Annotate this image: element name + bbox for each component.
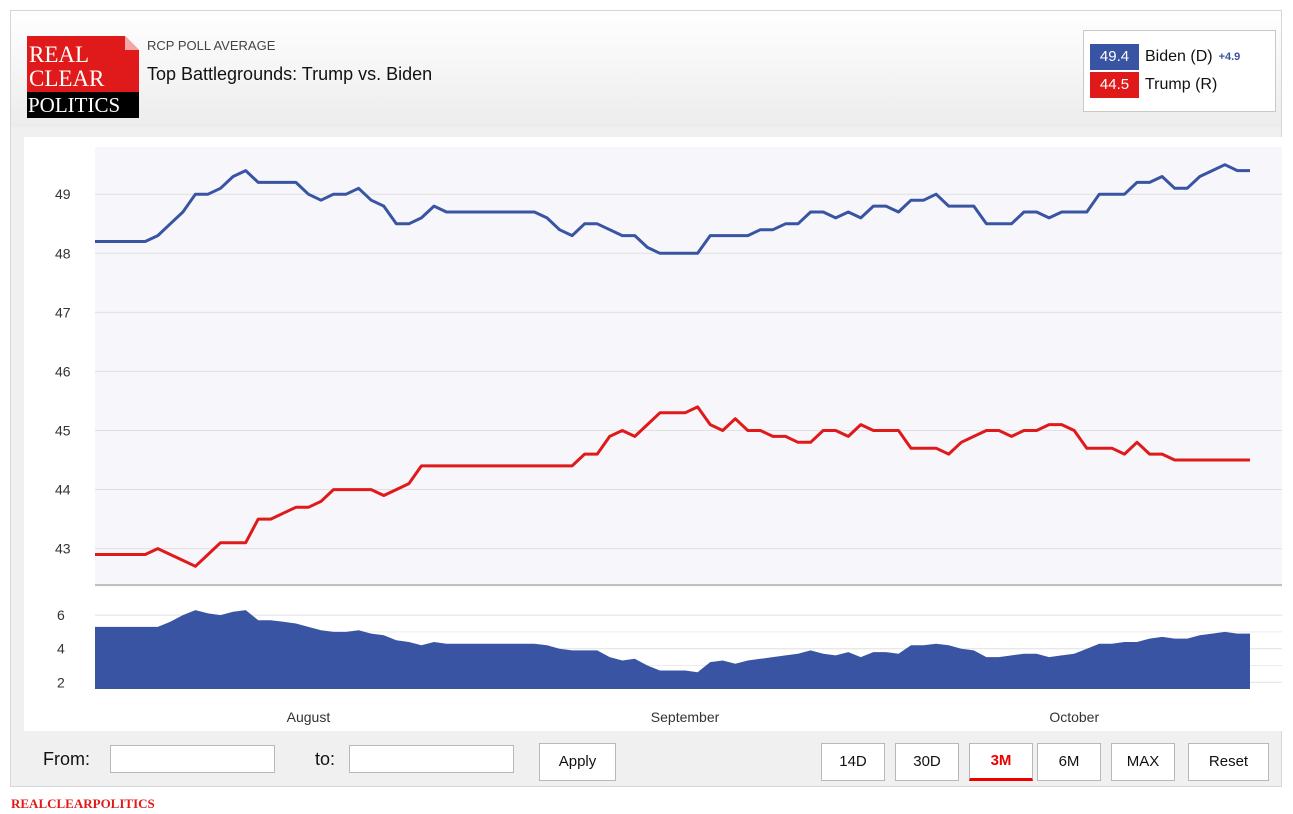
nav-y-tick-label: 6 [57,607,65,623]
widget-header: REAL CLEAR POLITICS RCP POLL AVERAGE Top… [11,11,1281,127]
y-tick-label: 45 [55,422,71,438]
trump-series-line [95,405,1250,568]
plot-area: 43 44 45 46 47 48 49 2 4 6 August September October [24,137,1282,731]
x-tick-label: September [651,709,720,725]
legend-value-trump: 44.5 [1090,72,1139,98]
y-tick-label: 46 [55,363,71,379]
rcp-logo: REAL CLEAR POLITICS [27,36,139,118]
legend: 49.4 Biden (D) +4.9 44.5 Trump (R) [1083,30,1276,112]
controls-bar: From: to: Apply 14D 30D 3M 6M MAX Reset [11,733,1281,786]
legend-name-trump: Trump (R) [1145,76,1218,93]
legend-item-biden: 49.4 Biden (D) +4.9 [1090,44,1240,70]
x-tick-label: October [1049,709,1099,725]
to-date-input[interactable] [349,745,514,773]
nav-y-tick-label: 2 [57,674,65,690]
legend-item-trump: 44.5 Trump (R) [1090,72,1217,98]
poll-widget: REAL CLEAR POLITICS RCP POLL AVERAGE Top… [10,10,1282,787]
y-tick-label: 48 [55,245,71,261]
main-plot-background [95,147,1282,587]
to-label: to: [315,749,336,769]
logo-line-1: REAL [29,42,89,67]
range-14d-button[interactable]: 14D [821,743,885,781]
chart-title: Top Battlegrounds: Trump vs. Biden [147,64,433,84]
from-date-input[interactable] [110,745,275,773]
chart-subtitle: RCP POLL AVERAGE [147,38,276,53]
legend-spread: +4.9 [1218,51,1241,63]
logo-line-2: CLEAR [29,66,105,91]
x-tick-label: August [287,709,331,725]
from-label: From: [43,749,90,769]
range-6m-button[interactable]: 6M [1037,743,1101,781]
reset-button[interactable]: Reset [1188,743,1269,781]
range-3m-button[interactable]: 3M [969,743,1033,781]
legend-name-biden: Biden (D) [1145,48,1213,65]
nav-y-tick-label: 4 [57,641,65,657]
range-max-button[interactable]: MAX [1111,743,1175,781]
y-tick-label: 44 [55,482,71,498]
y-tick-label: 47 [55,304,71,320]
biden-series-line [95,163,1250,255]
logo-line-3: POLITICS [28,93,120,117]
footer-brand[interactable]: REALCLEARPOLITICS [11,796,155,811]
spread-area [95,610,1250,689]
legend-value-biden: 49.4 [1090,44,1139,70]
y-tick-label: 43 [55,541,71,557]
range-30d-button[interactable]: 30D [895,743,959,781]
apply-button[interactable]: Apply [539,743,616,781]
y-tick-label: 49 [55,186,71,202]
